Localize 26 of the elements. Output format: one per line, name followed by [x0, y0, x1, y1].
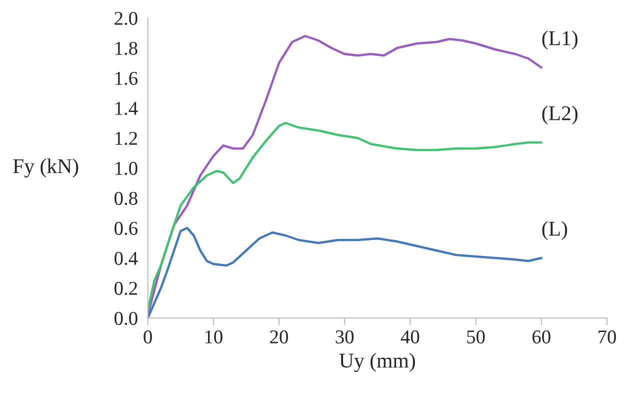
x-tick-label: 10 [205, 330, 222, 344]
y-tick-label: 0.2 [114, 282, 138, 296]
x-tick-label: 40 [400, 330, 420, 344]
series-label: (L2) [542, 106, 578, 124]
y-tick-label: 1.6 [116, 72, 138, 86]
line-series [148, 122, 542, 312]
x-axis-title: Uy (mm) [339, 352, 415, 372]
y-tick-label: 1.2 [116, 132, 138, 146]
line-series [148, 226, 542, 318]
x-tick-label: 20 [270, 330, 288, 344]
y-tick-label: 0.4 [114, 252, 138, 266]
x-tick-label: 0 [144, 330, 152, 344]
series-label: (L1) [542, 30, 578, 50]
x-tick-label: 30 [336, 330, 354, 344]
y-axis-title: Fy (kN) [13, 158, 78, 178]
y-tick-label: 2.0 [114, 12, 138, 26]
y-tick-label: 1.8 [116, 42, 138, 56]
y-tick-label: 1.0 [116, 162, 138, 176]
y-tick-label: 1.4 [116, 102, 138, 116]
y-tick-label: 0.8 [114, 192, 138, 206]
series-label: (L) [542, 221, 568, 240]
y-tick-label: 0.6 [114, 222, 138, 236]
x-tick-label: 50 [467, 330, 485, 344]
y-tick-label: 0.0 [114, 312, 138, 326]
x-tick-label: 60 [532, 330, 550, 344]
x-tick-label: 70 [598, 330, 616, 344]
